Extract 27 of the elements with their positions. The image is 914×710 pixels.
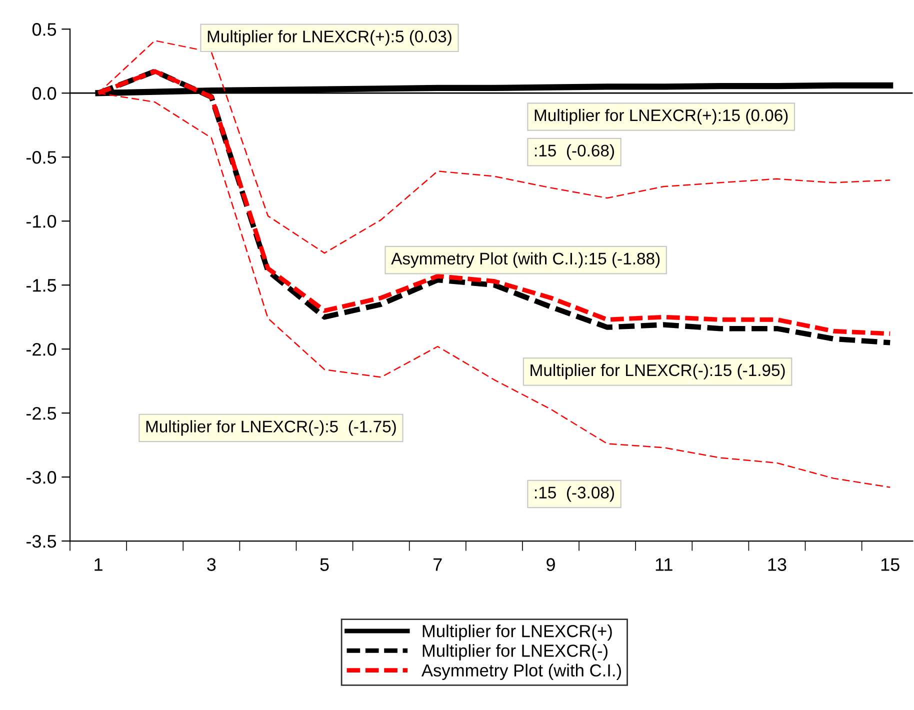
y-tick-label: -2.5 xyxy=(26,406,56,420)
x-tick-label: 15 xyxy=(881,558,900,571)
x-tick-label: 1 xyxy=(94,558,102,571)
legend-label: Asymmetry Plot (with C.I.) xyxy=(421,664,621,680)
annotation: Multiplier for LNEXCR(-):15 (-1.95) xyxy=(530,364,785,380)
x-tick-label: 3 xyxy=(207,558,216,571)
y-tick-label: 0.0 xyxy=(32,87,56,100)
x-tick-label: 9 xyxy=(546,558,555,571)
y-tick-label: -0.5 xyxy=(26,151,56,164)
annotation: Asymmetry Plot (with C.I.):15 (-1.88) xyxy=(391,252,660,268)
legend-label: Multiplier for LNEXCR(-) xyxy=(422,644,608,660)
y-tick-label: -3.0 xyxy=(26,470,56,484)
x-tick-label: 13 xyxy=(768,558,786,571)
annotation: Multiplier for LNEXCR(-):5 (-1.75) xyxy=(146,420,396,436)
y-tick-label: -3.5 xyxy=(26,534,56,548)
y-tick-label: -1.5 xyxy=(26,279,56,292)
legend-label: Multiplier for LNEXCR(+) xyxy=(422,624,612,641)
x-tick-label: 11 xyxy=(656,558,672,571)
y-tick-label: -2.0 xyxy=(26,342,56,356)
y-tick-label: -1.0 xyxy=(26,215,56,228)
annotation: :15 (-0.68) xyxy=(535,144,614,160)
x-tick-label: 7 xyxy=(434,558,442,571)
annotation: Multiplier for LNEXCR(+):15 (0.06) xyxy=(534,108,788,125)
annotation: :15 (-3.08) xyxy=(535,486,614,502)
x-tick-label: 5 xyxy=(320,558,329,571)
annotation: Multiplier for LNEXCR(+):5 (0.03) xyxy=(208,30,452,46)
y-tick-label: 0.5 xyxy=(32,23,56,36)
